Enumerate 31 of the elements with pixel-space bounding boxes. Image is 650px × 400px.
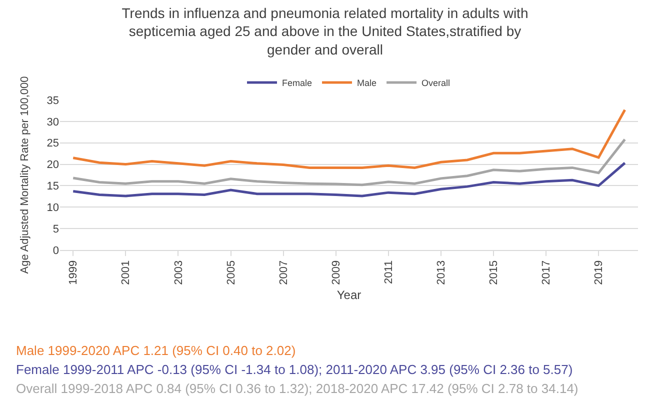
y-tick-label: 5 — [52, 223, 59, 236]
y-tick-label: 0 — [52, 244, 59, 257]
x-tick-label: 2001 — [120, 260, 132, 285]
x-tick-label: 2017 — [540, 260, 553, 285]
x-tick-label: 2015 — [488, 260, 500, 285]
line-series — [72, 138, 626, 186]
x-tick-label: 2013 — [436, 260, 448, 285]
x-axis-title: Year — [336, 288, 362, 302]
x-tick-label: 2009 — [330, 260, 342, 285]
y-tick-label: 35 — [46, 94, 59, 107]
y-tick-label: 10 — [46, 202, 59, 214]
x-tick-label: 1999 — [68, 260, 80, 285]
y-tick-label: 30 — [46, 116, 59, 128]
text: Overall 1999-2018 APC 0.84 (95% CI 0.36 to 1.32); 2018-2020 APC 17.42 (95% CI 2.78 to 34.14) — [16, 381, 578, 396]
line-series — [72, 162, 626, 198]
text: Male 1999-2020 APC 1.21 (95% CI 0.40 to 2.02) — [16, 343, 296, 358]
text: Female 1999-2011 APC -0.13 (95% CI -1.34 to 1.08); 2011-2020 APC 3.95 (95% CI 2.36 to 5.57) — [16, 362, 573, 377]
line-series — [72, 108, 626, 169]
y-tick-label: 25 — [46, 138, 59, 150]
legend-label: Male — [357, 78, 377, 88]
x-tick-label: 2003 — [172, 260, 185, 285]
x-tick-label: 2005 — [225, 260, 238, 285]
legend-label: Female — [282, 78, 312, 88]
x-tick-label: 2007 — [278, 260, 290, 285]
y-axis-title: Age Adjusted Mortality Rate per 100,000 — [19, 76, 31, 274]
x-tick-label: 2019 — [593, 260, 606, 285]
y-tick-label: 20 — [46, 159, 59, 172]
x-tick-label: 2011 — [382, 260, 395, 284]
chart-title: Trends in influenza and pneumonia related mortality in adults with septicemia aged 25 and above in the United States,stratified by gender and overall — [122, 5, 528, 58]
y-tick-label: 15 — [46, 180, 59, 193]
legend-label: Overall — [422, 78, 450, 88]
